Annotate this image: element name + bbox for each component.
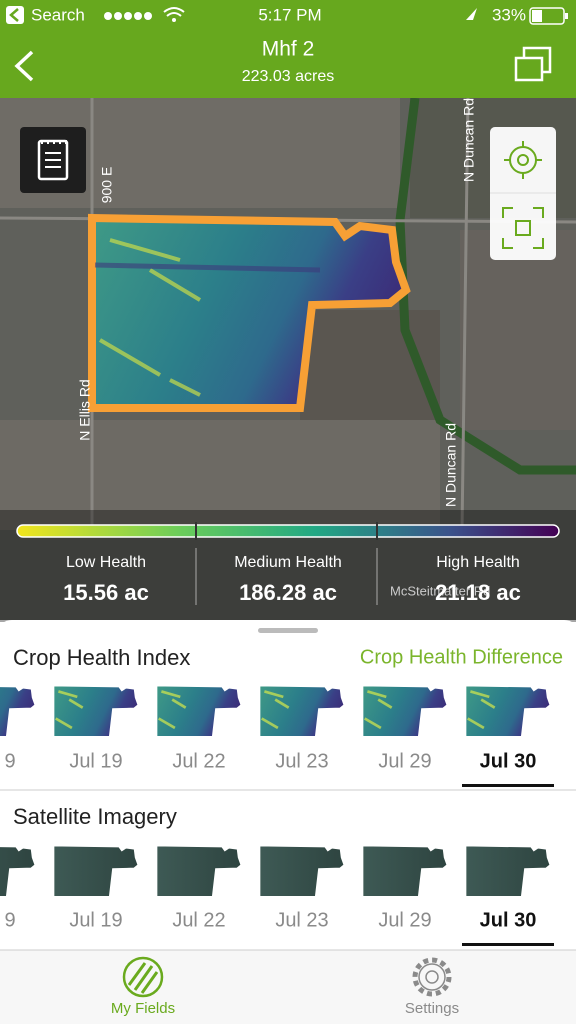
date-thumbnail[interactable] — [52, 684, 140, 738]
map[interactable] — [0, 97, 576, 620]
date-label[interactable]: Jul 23 — [275, 750, 328, 772]
tab-label: My Fields — [111, 1000, 175, 1017]
date-label[interactable]: Jul 30 — [480, 909, 537, 931]
back-button[interactable] — [14, 50, 34, 82]
health-scale — [16, 524, 560, 538]
tab-icon — [127, 962, 159, 994]
date-label[interactable]: Jul 30 — [480, 750, 537, 772]
legend-label: Medium Health — [234, 554, 342, 571]
date-label[interactable]: Jul 29 — [378, 909, 431, 931]
thumb-detail — [467, 690, 496, 730]
notes-button[interactable] — [20, 127, 86, 193]
selected-indicator — [462, 784, 554, 787]
thumb-detail — [261, 690, 290, 730]
legend-value: 15.56 ac — [63, 580, 149, 605]
road-label: McSteitmatter Rd — [390, 583, 490, 598]
tab-icon — [122, 956, 164, 998]
date-label[interactable]: Jul 22 — [172, 909, 225, 931]
date-thumbnail[interactable] — [258, 684, 346, 738]
thumb-detail — [55, 690, 84, 730]
carrier: Search — [31, 5, 85, 24]
switch-field-button[interactable] — [514, 46, 552, 82]
date-label[interactable]: Jul 23 — [275, 909, 328, 931]
date-label[interactable]: Jul 29 — [378, 750, 431, 772]
legend-label: Low Health — [66, 554, 146, 571]
tab-icon — [425, 970, 439, 984]
battery-level: 33% — [492, 5, 526, 24]
section-title: Crop Health Index — [13, 645, 190, 670]
difference-link[interactable]: Crop Health Difference — [360, 646, 563, 668]
tab[interactable]: My Fields — [111, 956, 175, 1017]
legend-value: 21.18 ac — [435, 580, 521, 605]
map-controls[interactable] — [490, 127, 556, 260]
road-label: 900 E — [99, 167, 115, 204]
date-label[interactable]: Jul 19 — [69, 750, 122, 772]
field-acreage: 223.03 acres — [242, 68, 335, 85]
legend-label: High Health — [436, 554, 520, 571]
tab-label: Settings — [405, 1000, 459, 1017]
legend-value: 186.28 ac — [239, 580, 337, 605]
date-label[interactable]: Jul 19 — [69, 909, 122, 931]
tab-icon — [412, 957, 452, 997]
road-label: N Duncan Rd — [461, 98, 477, 182]
tab[interactable]: Settings — [405, 957, 459, 1017]
field-title: Mhf 2 — [262, 38, 315, 61]
date-label[interactable]: 9 — [4, 750, 15, 772]
sheet-handle[interactable] — [258, 628, 318, 633]
thumb-detail — [158, 690, 187, 730]
tab-icon — [418, 963, 446, 991]
road-label: N Duncan Rd — [443, 423, 459, 507]
date-thumbnail[interactable] — [155, 684, 243, 738]
date-thumbnail[interactable] — [361, 684, 449, 738]
date-label[interactable]: Jul 22 — [172, 750, 225, 772]
date-thumbnail[interactable] — [464, 684, 552, 738]
road-label: N Ellis Rd — [77, 379, 93, 440]
clock: 5:17 PM — [258, 5, 321, 24]
selected-indicator — [462, 943, 554, 946]
header-bar — [0, 0, 576, 98]
tab-bar — [0, 950, 576, 1024]
section-title: Satellite Imagery — [13, 804, 177, 829]
date-label[interactable]: 9 — [4, 909, 15, 931]
thumb-detail — [364, 690, 393, 730]
